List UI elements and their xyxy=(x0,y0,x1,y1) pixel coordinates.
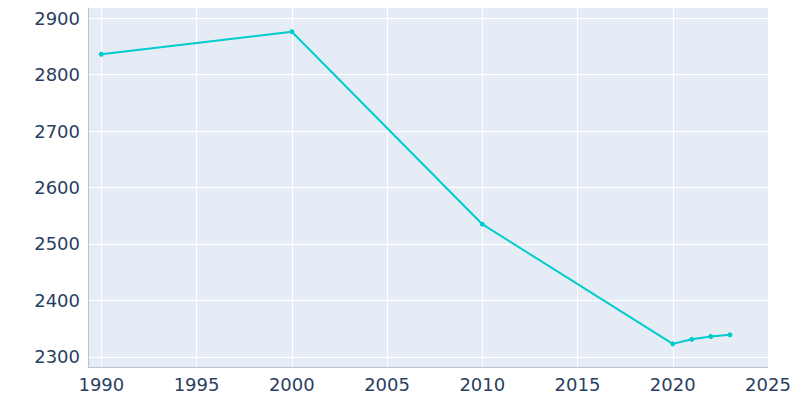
svg-text:2010: 2010 xyxy=(459,374,505,395)
svg-text:2400: 2400 xyxy=(34,290,80,311)
svg-text:2020: 2020 xyxy=(650,374,696,395)
svg-text:2500: 2500 xyxy=(34,233,80,254)
svg-text:2005: 2005 xyxy=(364,374,410,395)
svg-text:1990: 1990 xyxy=(78,374,124,395)
svg-text:1995: 1995 xyxy=(174,374,220,395)
svg-text:2900: 2900 xyxy=(34,8,80,29)
svg-text:2000: 2000 xyxy=(269,374,315,395)
svg-text:2025: 2025 xyxy=(745,374,791,395)
svg-text:2700: 2700 xyxy=(34,121,80,142)
svg-text:2300: 2300 xyxy=(34,346,80,367)
svg-text:2600: 2600 xyxy=(34,177,80,198)
svg-text:2015: 2015 xyxy=(555,374,601,395)
svg-text:2800: 2800 xyxy=(34,64,80,85)
